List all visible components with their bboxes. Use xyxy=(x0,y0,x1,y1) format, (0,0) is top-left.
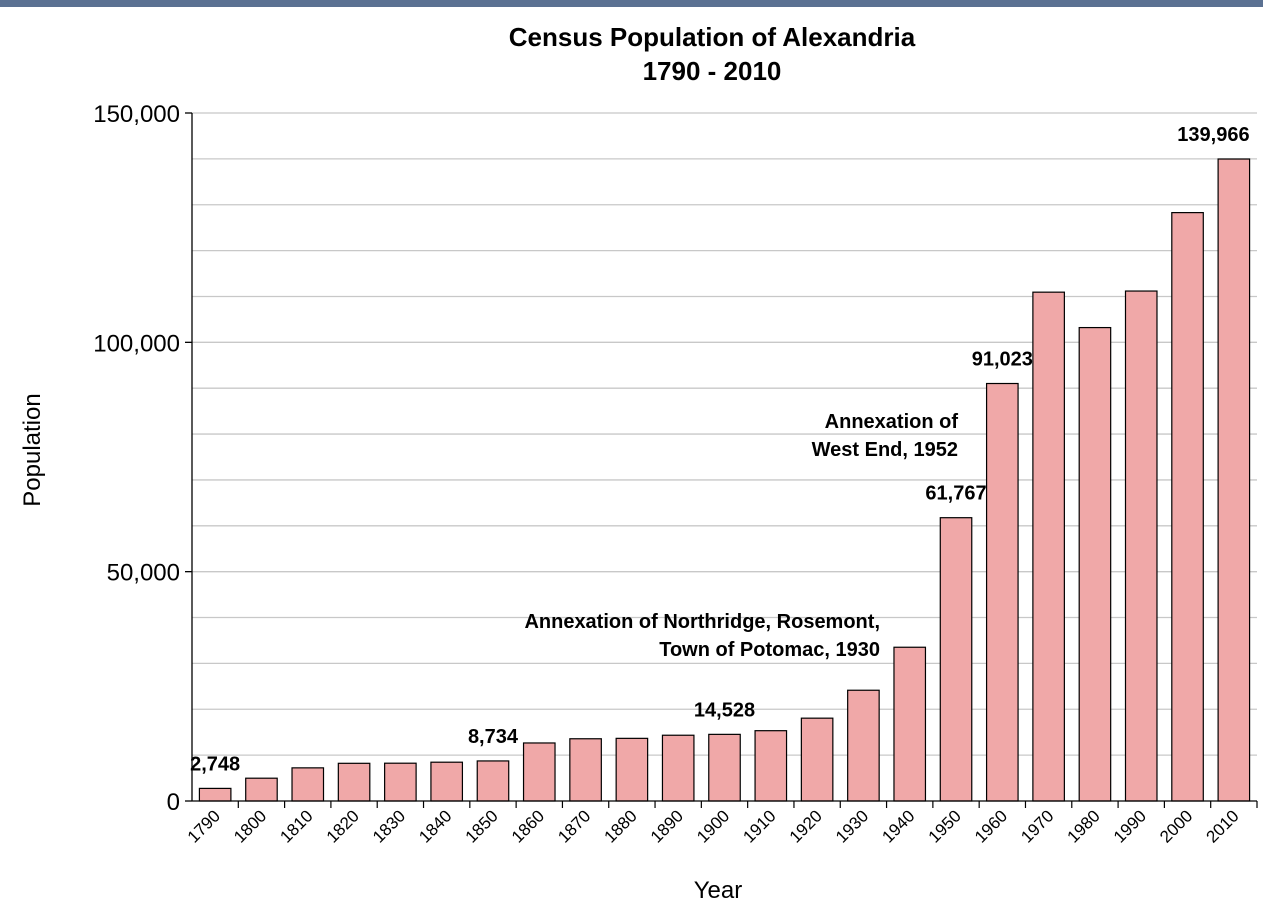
x-tick-label-1790: 1790 xyxy=(184,806,224,846)
x-tick-label-1950: 1950 xyxy=(925,806,965,846)
annotation-1930-line-1: Annexation of Northridge, Rosemont, xyxy=(524,611,880,633)
top-border xyxy=(0,0,1263,7)
axes xyxy=(185,112,1258,808)
x-tick-labels: 1790 1800 1810 1820 1830 1840 1850 1860 1870 1880… xyxy=(184,806,1243,846)
x-tick-label-2000: 2000 xyxy=(1156,806,1196,846)
data-label-1790: 2,748 xyxy=(190,753,240,775)
y-tick-label: 50,000 xyxy=(107,560,180,587)
bar-1970 xyxy=(1032,291,1065,802)
x-tick-label-1890: 1890 xyxy=(647,806,687,846)
y-axis-title: Population xyxy=(19,393,46,506)
x-tick-label-1920: 1920 xyxy=(786,806,826,846)
bar-1980 xyxy=(1078,326,1112,802)
x-tick-label-1990: 1990 xyxy=(1110,806,1150,846)
data-labels: 2,748 8,734 14,528 61,767 91,023 139,966 xyxy=(190,124,1249,775)
bar-2000 xyxy=(1171,212,1204,802)
bars xyxy=(198,158,1251,802)
data-label-1960: 91,023 xyxy=(972,349,1033,371)
x-tick-label-1980: 1980 xyxy=(1064,806,1104,846)
x-tick-label-1830: 1830 xyxy=(369,806,409,846)
bar-1900 xyxy=(708,733,741,802)
x-tick-label-1910: 1910 xyxy=(739,806,779,846)
x-tick-label-1940: 1940 xyxy=(878,806,918,846)
bar-2010 xyxy=(1217,158,1251,802)
x-tick-label-1820: 1820 xyxy=(323,806,363,846)
x-tick-label-1900: 1900 xyxy=(693,806,733,846)
x-tick-label-1810: 1810 xyxy=(276,806,316,846)
x-tick-label-1930: 1930 xyxy=(832,806,872,846)
y-tick-labels: 0 50,000 100,000 150,000 xyxy=(93,101,180,816)
bar-1950 xyxy=(939,517,973,802)
bar-1880 xyxy=(615,737,649,802)
y-tick-label: 0 xyxy=(167,789,180,816)
x-tick-label-2010: 2010 xyxy=(1202,806,1242,846)
chart-title: Census Population of Alexandria xyxy=(509,22,916,52)
chart-subtitle: 1790 - 2010 xyxy=(643,56,782,86)
bar-1960 xyxy=(985,382,1019,802)
bar-1990 xyxy=(1124,290,1158,802)
annotation-1952-line-2: West End, 1952 xyxy=(812,439,958,461)
bar-1840 xyxy=(430,761,464,802)
x-tick-label-1960: 1960 xyxy=(971,806,1011,846)
bar-1810 xyxy=(291,767,325,802)
bar-1790 xyxy=(198,787,232,802)
x-tick-label-1840: 1840 xyxy=(415,806,455,846)
bar-1860 xyxy=(522,742,556,802)
data-label-2010: 139,966 xyxy=(1177,124,1249,146)
x-tick-label-1880: 1880 xyxy=(601,806,641,846)
bar-1920 xyxy=(800,717,834,802)
bar-1830 xyxy=(384,762,417,802)
x-axis-title: Year xyxy=(694,877,743,904)
annotation-1930-line-2: Town of Potomac, 1930 xyxy=(659,639,880,661)
bar-1910 xyxy=(754,730,788,802)
data-label-1850: 8,734 xyxy=(468,726,519,748)
data-label-1900: 14,528 xyxy=(694,699,755,721)
bar-1850 xyxy=(476,760,510,802)
x-tick-label-1850: 1850 xyxy=(462,806,502,846)
bar-1890 xyxy=(661,734,695,802)
y-tick-label: 150,000 xyxy=(93,101,180,128)
x-tick-label-1800: 1800 xyxy=(230,806,270,846)
bar-1800 xyxy=(245,777,278,802)
bar-1930 xyxy=(847,689,880,802)
bar-1870 xyxy=(569,738,602,802)
x-tick-label-1860: 1860 xyxy=(508,806,548,846)
bar-1820 xyxy=(337,762,371,802)
x-tick-label-1970: 1970 xyxy=(1017,806,1057,846)
y-tick-label: 100,000 xyxy=(93,330,180,357)
data-label-1950: 61,767 xyxy=(925,483,986,505)
annotation-1952-line-1: Annexation of xyxy=(825,411,959,433)
bar-1940 xyxy=(893,646,927,802)
x-tick-label-1870: 1870 xyxy=(554,806,594,846)
